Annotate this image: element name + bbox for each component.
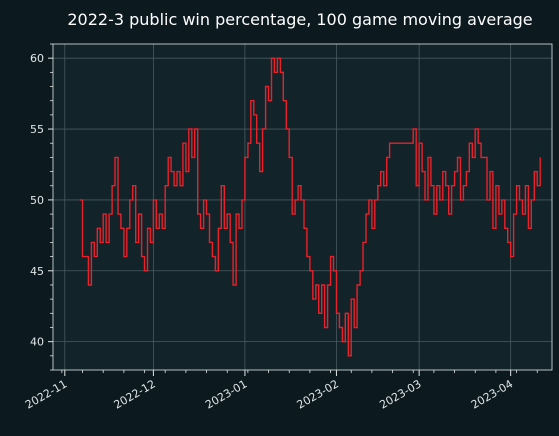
x-tick-label: 2022-12 bbox=[112, 377, 158, 411]
y-tick-label: 50 bbox=[30, 194, 44, 207]
x-tick-label: 2023-04 bbox=[469, 377, 515, 411]
x-tick-label: 2023-01 bbox=[203, 377, 249, 411]
chart-title: 2022-3 public win percentage, 100 game m… bbox=[67, 10, 532, 29]
x-tick-label: 2023-03 bbox=[377, 377, 423, 411]
x-tick-label: 2023-02 bbox=[295, 377, 341, 411]
y-tick-label: 40 bbox=[30, 336, 44, 349]
x-tick-label: 2022-11 bbox=[23, 377, 69, 411]
series-line bbox=[79, 57, 541, 357]
y-tick-label: 60 bbox=[30, 52, 44, 65]
y-tick-label: 45 bbox=[30, 265, 44, 278]
plot-area bbox=[53, 44, 552, 370]
y-tick-label: 55 bbox=[30, 123, 44, 136]
series-group bbox=[79, 57, 541, 357]
plot-frame bbox=[52, 43, 553, 371]
